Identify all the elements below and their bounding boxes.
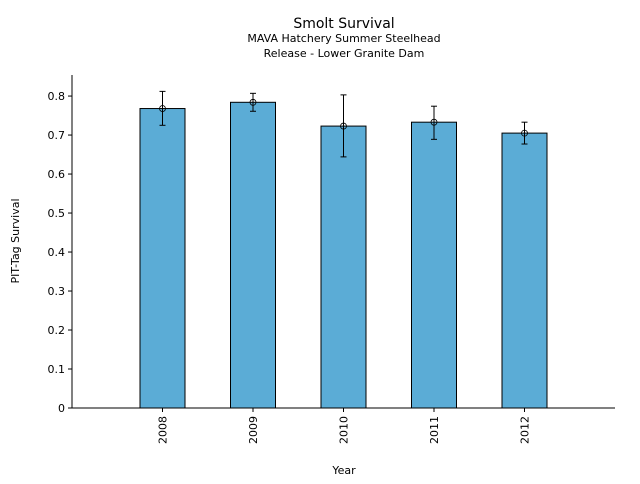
point-marker-2009	[249, 98, 257, 106]
y-tick-label-0.2: 0.2	[48, 324, 66, 337]
y-tick-label-0.7: 0.7	[48, 129, 66, 142]
bar-2010	[320, 125, 367, 409]
y-tick-label-0.5: 0.5	[48, 207, 66, 220]
chart-title: Smolt Survival	[293, 16, 394, 32]
bar-2008	[139, 108, 186, 409]
x-axis-label: Year	[331, 464, 356, 477]
x-tick-label-2009: 2009	[247, 416, 260, 444]
y-tick-label-0.8: 0.8	[48, 90, 66, 103]
y-tick-label-0.6: 0.6	[48, 168, 66, 181]
bar-2011	[411, 121, 457, 409]
y-tick-label-0: 0	[58, 402, 65, 415]
point-marker-2012	[521, 129, 528, 137]
point-marker-2011	[430, 118, 438, 126]
x-tick-label-2008: 2008	[157, 416, 170, 444]
x-tick-label-2010: 2010	[338, 416, 351, 444]
bar-2012	[501, 132, 548, 409]
plot-area: 2008 2009 2010 2011 2012 0 0.1 0.2 0.3 0.4 0.5 0.6 0…	[48, 75, 615, 444]
y-tick-label-0.4: 0.4	[48, 246, 66, 259]
y-tick-label-0.1: 0.1	[48, 363, 66, 376]
x-tick-label-2012: 2012	[519, 416, 532, 444]
bar-2009	[230, 101, 276, 409]
point-marker-2008	[159, 105, 166, 112]
point-marker-2010	[340, 122, 347, 130]
chart-subtitle-line-1: MAVA Hatchery Summer Steelhead	[247, 32, 440, 45]
x-tick-label-2011: 2011	[428, 416, 441, 444]
y-tick-label-0.3: 0.3	[48, 285, 66, 298]
chart-subtitle-line-2: Release - Lower Granite Dam	[264, 47, 425, 60]
y-axis-label: PIT-Tag Survival	[9, 198, 22, 283]
